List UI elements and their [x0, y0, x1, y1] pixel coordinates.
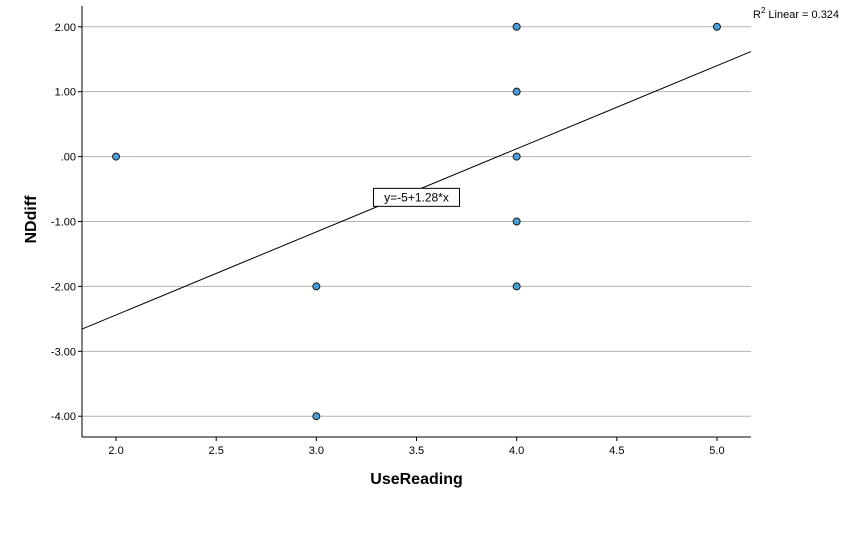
data-point — [712, 22, 721, 31]
data-point — [512, 152, 521, 161]
data-point — [512, 87, 521, 96]
data-point — [112, 152, 121, 161]
fit-equation-label: y=-5+1.28*x — [373, 187, 460, 207]
x-tick-labels: 2.0 2.5 3.0 3.5 4.0 4.5 5.0 — [108, 445, 724, 457]
y-tick-label: -4.00 — [51, 411, 76, 423]
data-point — [312, 412, 321, 421]
grid-lines — [82, 26, 751, 417]
data-point — [312, 282, 321, 291]
y-tick-label: -2.00 — [51, 281, 76, 293]
x-tick-label: 5.0 — [709, 445, 724, 457]
y-tick-label: -1.00 — [51, 217, 76, 229]
r-squared-r: R — [753, 9, 761, 21]
x-axis-title: UseReading — [370, 471, 462, 488]
y-tick-labels: 2.00 1.00 .00 -1.00 -2.00 -3.00 -4.00 — [51, 22, 76, 423]
x-tick-label: 2.5 — [209, 445, 224, 457]
r-squared-label: R2 Linear = 0.324 — [753, 6, 839, 21]
x-tick-label: 3.5 — [409, 445, 424, 457]
x-tick-label: 4.5 — [609, 445, 624, 457]
r-squared-value: Linear = 0.324 — [768, 9, 839, 21]
data-points — [112, 22, 721, 421]
y-tick-label: -3.00 — [51, 346, 76, 358]
x-tick-label: 4.0 — [509, 445, 524, 457]
data-point — [512, 217, 521, 226]
x-tick-label: 2.0 — [108, 445, 123, 457]
y-axis-title: NDdiff — [23, 195, 40, 244]
y-tick-label: 2.00 — [55, 22, 76, 34]
x-tick-label: 3.0 — [309, 445, 324, 457]
fit-equation-box — [373, 187, 460, 207]
data-point — [512, 22, 521, 31]
axes — [78, 6, 751, 441]
r-squared-superscript: 2 — [761, 6, 766, 15]
y-tick-label: .00 — [61, 152, 76, 164]
fit-equation-text: y=-5+1.28*x — [384, 190, 449, 204]
data-point — [512, 282, 521, 291]
y-tick-label: 1.00 — [55, 87, 76, 99]
